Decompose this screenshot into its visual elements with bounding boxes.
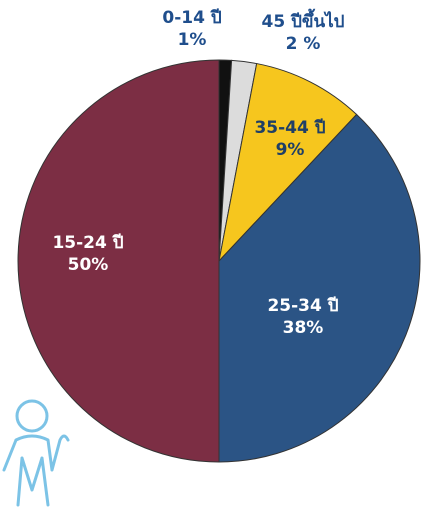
slice-label: 15-24 ปี bbox=[52, 232, 123, 253]
value-label: 50% bbox=[68, 255, 109, 275]
slice-label: 35-44 ปี bbox=[254, 117, 325, 138]
slice-label: 25-34 ปี bbox=[267, 295, 338, 316]
pie-slice bbox=[218, 62, 358, 263]
slice-label: 45 ปีขึ้นไป bbox=[262, 8, 345, 32]
slice-label: 0-14 ปี bbox=[162, 7, 221, 28]
value-label: 2 % bbox=[286, 34, 321, 54]
value-label: 1% bbox=[178, 30, 207, 50]
value-label: 9% bbox=[276, 140, 305, 160]
pie-slice bbox=[218, 113, 421, 463]
person-icon bbox=[2, 399, 70, 507]
value-label: 38% bbox=[283, 318, 324, 338]
pie-slice bbox=[17, 59, 220, 463]
pie bbox=[17, 59, 421, 463]
